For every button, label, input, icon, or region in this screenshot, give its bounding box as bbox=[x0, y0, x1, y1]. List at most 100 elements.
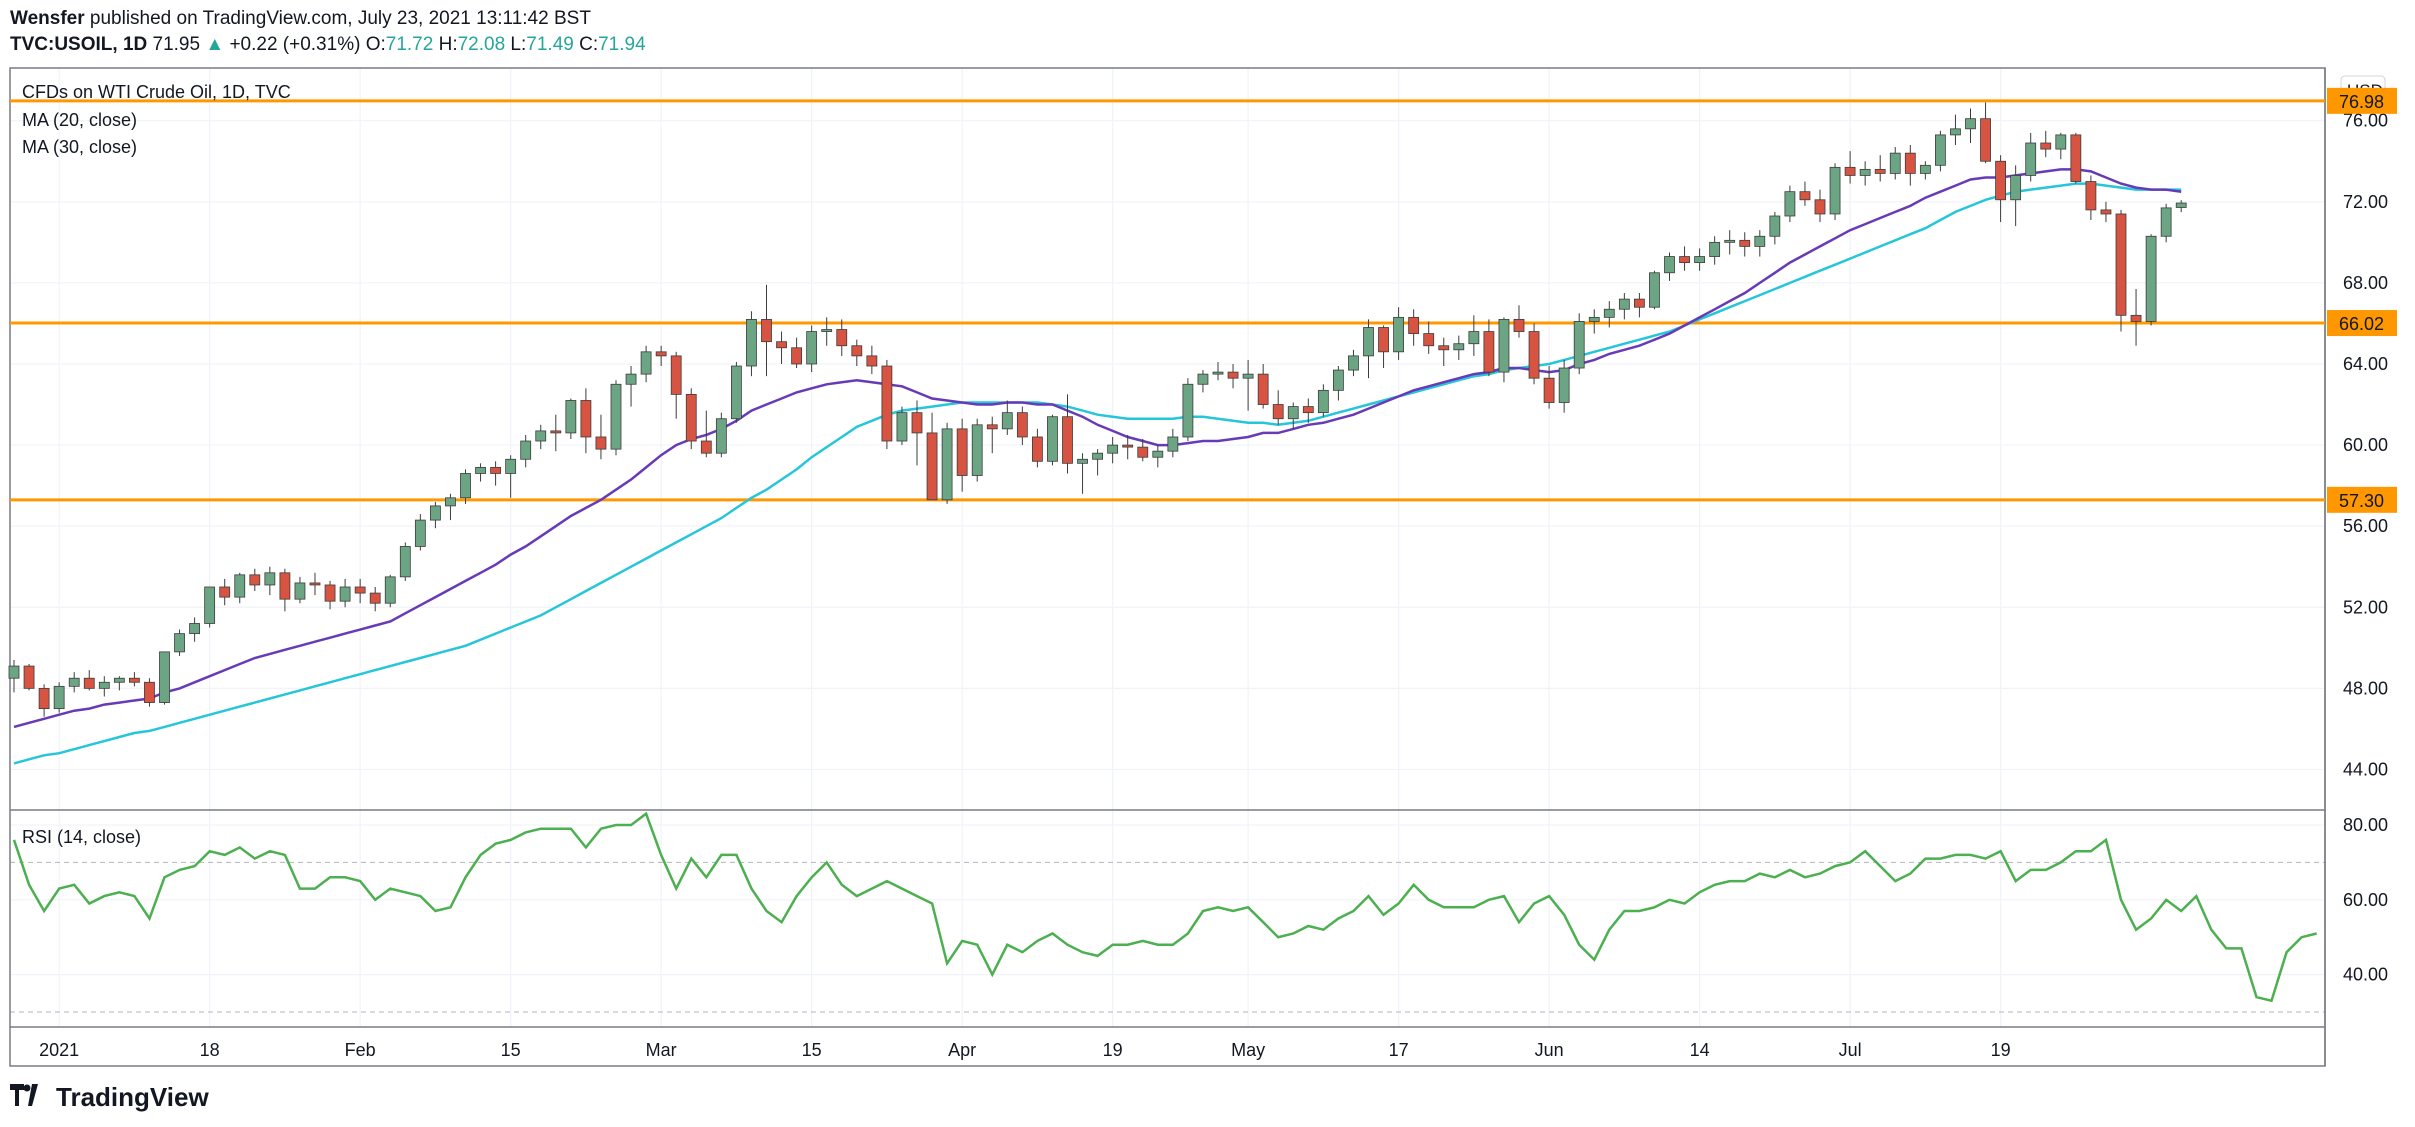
candle-up[interactable] bbox=[1935, 134, 1946, 166]
candle-down[interactable] bbox=[1904, 152, 1916, 174]
candle-down[interactable] bbox=[1980, 118, 1991, 162]
candle-up[interactable] bbox=[1889, 152, 1901, 174]
candle-down[interactable] bbox=[881, 365, 893, 442]
candle-up[interactable] bbox=[1965, 118, 1976, 130]
candle-up[interactable] bbox=[1694, 256, 1705, 264]
candle-up[interactable] bbox=[640, 351, 652, 375]
candle-up[interactable] bbox=[1333, 369, 1344, 391]
candle-down[interactable] bbox=[1543, 377, 1555, 403]
candle-up[interactable] bbox=[1348, 355, 1359, 371]
candle-up[interactable] bbox=[821, 329, 833, 332]
candle-up[interactable] bbox=[2055, 134, 2067, 150]
candle-down[interactable] bbox=[1528, 331, 1540, 379]
candle-down[interactable] bbox=[1122, 444, 1134, 448]
candle-up[interactable] bbox=[746, 318, 757, 367]
candle-down[interactable] bbox=[1302, 406, 1314, 414]
candle-down[interactable] bbox=[1844, 166, 1856, 176]
candle-up[interactable] bbox=[384, 576, 396, 604]
candle-up[interactable] bbox=[1754, 235, 1766, 247]
candle-down[interactable] bbox=[911, 412, 923, 434]
candle-up[interactable] bbox=[1363, 327, 1374, 357]
candle-down[interactable] bbox=[1423, 333, 1435, 347]
candle-down[interactable] bbox=[550, 430, 562, 434]
candle-down[interactable] bbox=[1438, 345, 1450, 351]
candle-down[interactable] bbox=[836, 329, 848, 347]
candle-up[interactable] bbox=[1558, 367, 1570, 403]
candle-up[interactable] bbox=[1588, 316, 1600, 322]
candle-up[interactable] bbox=[174, 633, 185, 653]
candle-down[interactable] bbox=[128, 677, 140, 683]
candle-up[interactable] bbox=[294, 582, 306, 600]
candle-up[interactable] bbox=[98, 681, 110, 689]
candle-down[interactable] bbox=[309, 582, 321, 586]
candle-up[interactable] bbox=[971, 424, 983, 476]
candle-up[interactable] bbox=[53, 685, 65, 710]
candle-down[interactable] bbox=[866, 355, 878, 367]
candle-down[interactable] bbox=[249, 574, 261, 586]
candle-down[interactable] bbox=[1799, 191, 1811, 201]
candle-up[interactable] bbox=[1950, 128, 1961, 136]
candle-up[interactable] bbox=[460, 473, 471, 499]
candle-down[interactable] bbox=[2040, 142, 2052, 150]
candle-up[interactable] bbox=[2025, 142, 2037, 176]
candle-up[interactable] bbox=[399, 546, 411, 578]
footer-brand[interactable]: TradingView bbox=[10, 1082, 209, 1113]
candle-up[interactable] bbox=[1724, 239, 1736, 243]
candle-down[interactable] bbox=[1137, 446, 1149, 458]
candle-up[interactable] bbox=[234, 574, 246, 598]
candle-down[interactable] bbox=[761, 318, 772, 343]
candle-down[interactable] bbox=[23, 665, 35, 689]
candle-up[interactable] bbox=[1242, 373, 1254, 379]
candle-down[interactable] bbox=[1814, 199, 1826, 215]
candle-up[interactable] bbox=[1077, 458, 1088, 464]
candle-up[interactable] bbox=[520, 440, 532, 460]
candle-up[interactable] bbox=[1664, 256, 1675, 274]
candle-down[interactable] bbox=[2070, 134, 2082, 182]
candle-up[interactable] bbox=[1453, 343, 1465, 351]
candle-down[interactable] bbox=[1272, 404, 1284, 420]
candle-up[interactable] bbox=[625, 373, 637, 385]
candle-down[interactable] bbox=[219, 586, 231, 598]
candle-up[interactable] bbox=[1167, 436, 1179, 452]
candle-up[interactable] bbox=[535, 430, 547, 442]
candle-down[interactable] bbox=[956, 428, 968, 476]
candle-down[interactable] bbox=[83, 677, 95, 689]
candle-up[interactable] bbox=[339, 586, 351, 602]
candle-down[interactable] bbox=[279, 572, 291, 600]
candle-up[interactable] bbox=[2160, 207, 2172, 237]
candle-down[interactable] bbox=[1679, 256, 1690, 264]
candle-up[interactable] bbox=[1197, 373, 1209, 385]
candle-up[interactable] bbox=[1498, 318, 1510, 373]
candle-up[interactable] bbox=[1618, 298, 1630, 310]
candle-up[interactable] bbox=[1212, 371, 1224, 375]
candle-down[interactable] bbox=[986, 424, 998, 430]
candle-down[interactable] bbox=[580, 400, 592, 438]
candle-up[interactable] bbox=[414, 519, 426, 547]
candle-up[interactable] bbox=[505, 458, 517, 474]
candle-up[interactable] bbox=[159, 651, 170, 703]
candle-down[interactable] bbox=[490, 466, 502, 474]
candle-down[interactable] bbox=[1483, 331, 1495, 373]
candle-up[interactable] bbox=[1829, 166, 1841, 215]
candle-down[interactable] bbox=[1016, 412, 1028, 438]
candle-down[interactable] bbox=[1513, 318, 1525, 332]
candle-down[interactable] bbox=[1739, 239, 1751, 247]
candle-down[interactable] bbox=[38, 687, 50, 710]
candle-up[interactable] bbox=[1919, 164, 1931, 174]
candle-down[interactable] bbox=[1995, 160, 2006, 201]
candle-down[interactable] bbox=[1062, 416, 1073, 464]
candle-down[interactable] bbox=[851, 345, 863, 357]
candle-down[interactable] bbox=[1032, 436, 1043, 462]
candle-up[interactable] bbox=[1107, 444, 1119, 454]
candle-up[interactable] bbox=[1092, 452, 1103, 460]
candle-up[interactable] bbox=[113, 677, 125, 683]
candle-down[interactable] bbox=[1634, 298, 1645, 308]
candle-down[interactable] bbox=[324, 584, 336, 602]
candle-up[interactable] bbox=[715, 418, 727, 454]
candle-up[interactable] bbox=[1182, 383, 1194, 438]
candle-up[interactable] bbox=[2145, 235, 2157, 322]
candle-down[interactable] bbox=[1408, 316, 1420, 334]
candle-down[interactable] bbox=[369, 592, 381, 604]
candle-up[interactable] bbox=[1287, 406, 1299, 420]
